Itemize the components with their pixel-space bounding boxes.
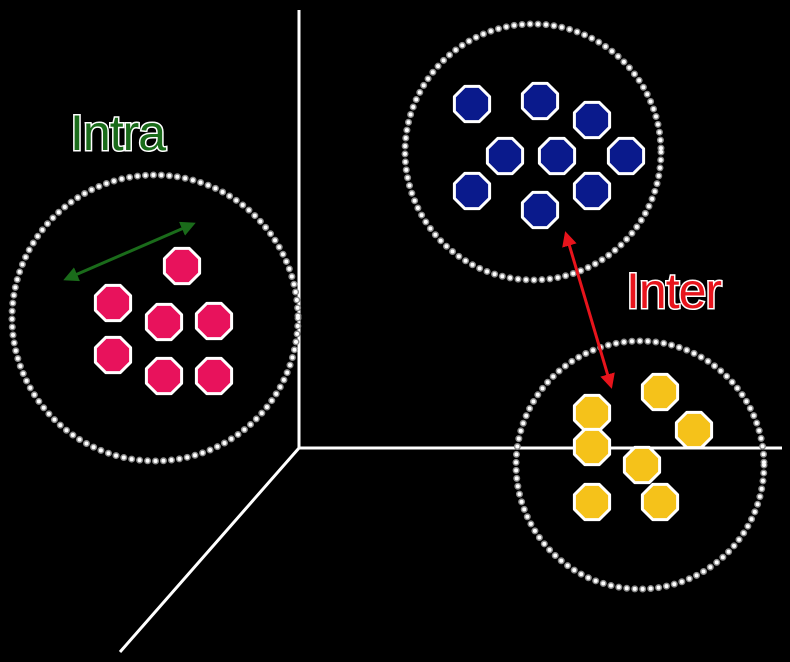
point-pink-3 bbox=[144, 302, 184, 342]
point-yellow-1 bbox=[572, 393, 612, 433]
cluster-ring-yellow bbox=[512, 337, 768, 593]
point-pink-5 bbox=[93, 335, 133, 375]
point-blue-9 bbox=[572, 171, 612, 211]
point-pink-6 bbox=[144, 356, 184, 396]
point-yellow-2 bbox=[640, 372, 680, 412]
point-yellow-3 bbox=[674, 410, 714, 450]
point-yellow-7 bbox=[640, 482, 680, 522]
point-yellow-4 bbox=[572, 427, 612, 467]
point-pink-7 bbox=[194, 356, 234, 396]
cluster-points-yellow bbox=[572, 372, 714, 522]
point-blue-5 bbox=[537, 136, 577, 176]
point-yellow-6 bbox=[572, 482, 612, 522]
intra-arrow bbox=[63, 221, 196, 282]
point-blue-3 bbox=[572, 100, 612, 140]
point-pink-1 bbox=[162, 246, 202, 286]
point-blue-1 bbox=[452, 84, 492, 124]
point-blue-2 bbox=[520, 81, 560, 121]
axis-diagonal bbox=[118, 447, 301, 653]
inter-label: Inter bbox=[626, 263, 721, 319]
inter-arrow bbox=[562, 231, 615, 389]
point-blue-7 bbox=[452, 171, 492, 211]
cluster-ring-pink bbox=[8, 171, 302, 465]
point-pink-2 bbox=[93, 283, 133, 323]
cluster-points-pink bbox=[93, 246, 234, 396]
point-blue-4 bbox=[485, 136, 525, 176]
point-blue-8 bbox=[520, 190, 560, 230]
cluster-rings bbox=[8, 20, 768, 593]
intra-label: Intra bbox=[70, 105, 166, 161]
cluster-ring-blue bbox=[401, 20, 665, 284]
cluster-points-blue bbox=[452, 81, 646, 230]
point-pink-4 bbox=[194, 301, 234, 341]
point-yellow-5 bbox=[622, 445, 662, 485]
point-blue-6 bbox=[606, 136, 646, 176]
